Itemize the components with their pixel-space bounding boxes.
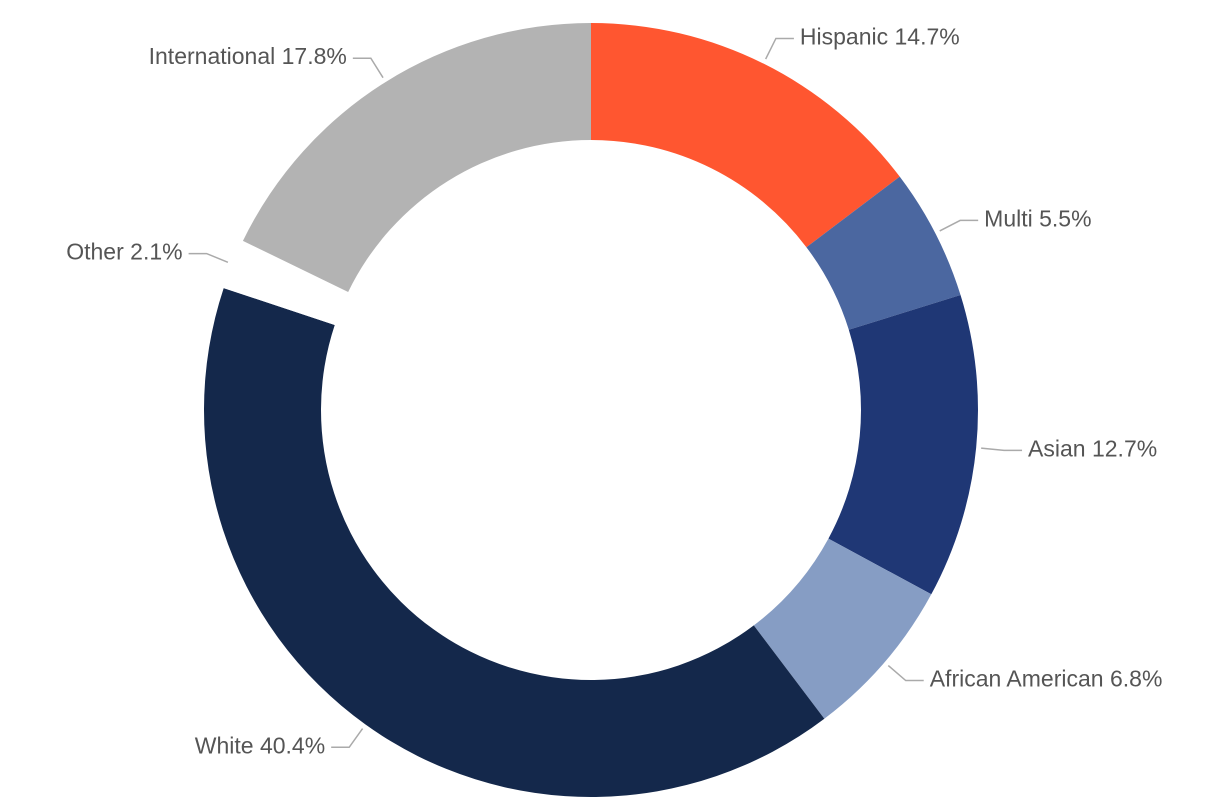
leader-line — [887, 664, 924, 682]
category-label: African American — [930, 666, 1104, 692]
data-label: International 17.8% — [149, 43, 347, 69]
leader-line — [331, 728, 364, 749]
value-label: 2.1% — [130, 239, 182, 265]
donut-segment — [828, 295, 979, 595]
leader-line — [939, 219, 979, 232]
data-label: White 40.4% — [195, 732, 325, 758]
data-label: African American 6.8% — [930, 666, 1163, 692]
category-label: Hispanic — [800, 24, 888, 50]
donut-segment — [223, 240, 349, 325]
leader-line — [764, 37, 794, 60]
value-label: 17.8% — [282, 43, 347, 69]
value-label: 40.4% — [260, 732, 325, 758]
value-label: 14.7% — [895, 24, 960, 50]
category-label: International — [149, 43, 276, 69]
category-label: White — [195, 732, 254, 758]
donut-segment — [203, 288, 825, 797]
donut-segment — [753, 538, 932, 719]
category-label: Asian — [1028, 435, 1086, 461]
value-label: 6.8% — [1110, 666, 1162, 692]
value-label: 5.5% — [1039, 206, 1091, 232]
leader-line — [352, 57, 384, 79]
category-label: Multi — [984, 206, 1033, 232]
donut-segment — [242, 23, 591, 292]
leader-line — [981, 447, 1023, 452]
donut-segment — [591, 23, 900, 248]
value-label: 12.7% — [1092, 435, 1157, 461]
leader-line — [188, 252, 229, 263]
data-label: Multi 5.5% — [984, 206, 1091, 232]
data-label: Asian 12.7% — [1028, 435, 1157, 461]
data-label: Other 2.1% — [66, 239, 182, 265]
donut-segment — [806, 176, 961, 330]
data-label: Hispanic 14.7% — [800, 24, 960, 50]
category-label: Other — [66, 239, 124, 265]
